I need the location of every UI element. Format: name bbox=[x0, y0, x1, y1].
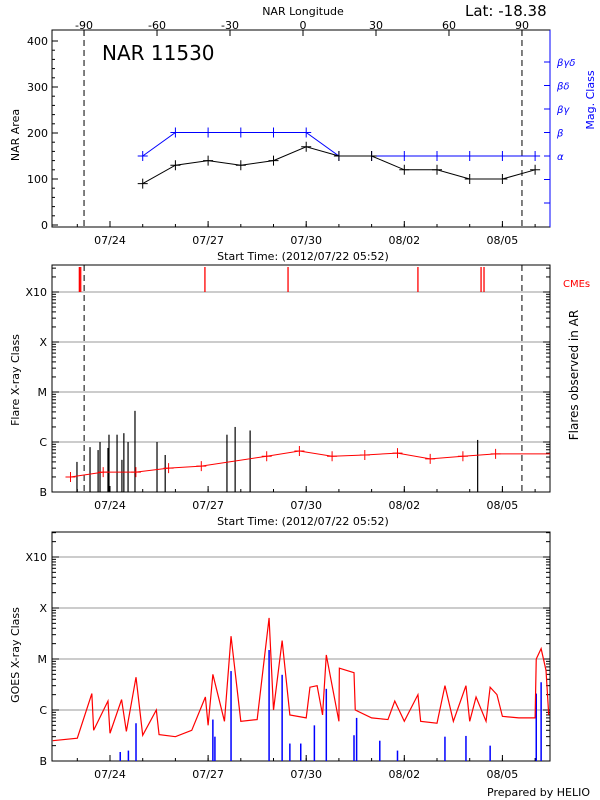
mag-class-point bbox=[497, 151, 508, 161]
flare-background-point bbox=[294, 446, 305, 457]
mag-class-point bbox=[137, 151, 148, 161]
mag-class-point bbox=[432, 151, 443, 161]
flare-background-point bbox=[65, 471, 76, 482]
x-axis-label-1: Start Time: (2012/07/22 05:52) bbox=[217, 250, 389, 263]
x-tick-label: 08/02 bbox=[388, 499, 420, 512]
top-tick-label: 60 bbox=[442, 19, 456, 32]
area-point bbox=[432, 164, 443, 175]
x-tick-label: 07/30 bbox=[290, 234, 322, 247]
top-axis-label: NAR Longitude bbox=[262, 5, 344, 18]
class-label: M bbox=[38, 386, 48, 399]
area-point bbox=[333, 151, 344, 161]
mag-class-point bbox=[301, 127, 312, 138]
class-label: X bbox=[39, 336, 47, 349]
x-tick-label: 08/05 bbox=[487, 499, 519, 512]
mag-class-point bbox=[235, 127, 246, 138]
chart-marks: 07/24 07/27 07/30 08/02 08/05 07/24 07/27 07/30… bbox=[25, 19, 575, 781]
mag-class-point bbox=[530, 151, 541, 161]
class-label: B bbox=[39, 755, 47, 768]
class-label: M bbox=[38, 653, 48, 666]
top-tick-label: -60 bbox=[148, 19, 166, 32]
panel-title: NAR 11530 bbox=[102, 41, 215, 65]
x-tick-label: 07/24 bbox=[94, 768, 126, 781]
mag-class-point bbox=[203, 127, 214, 138]
mag-class-label: βγδ bbox=[556, 58, 575, 69]
flare-background-point bbox=[359, 449, 370, 460]
area-point bbox=[464, 174, 475, 184]
x-tick-label: 07/27 bbox=[192, 768, 224, 781]
flare-background-point bbox=[392, 448, 403, 459]
mag-class-point bbox=[399, 151, 410, 161]
class-label: X10 bbox=[25, 551, 47, 564]
goes-long-line bbox=[52, 617, 550, 742]
latitude-label: Lat: -18.38 bbox=[465, 2, 547, 20]
x-tick-label: 07/24 bbox=[94, 499, 126, 512]
y-tick-label: 300 bbox=[27, 81, 48, 94]
x-tick-label: 08/02 bbox=[388, 768, 420, 781]
y-axis-label-flare-class: Flare X-ray Class bbox=[9, 334, 22, 426]
x-axis-label-2: Start Time: (2012/07/22 05:52) bbox=[217, 515, 389, 528]
area-point bbox=[170, 160, 181, 171]
area-point bbox=[399, 164, 410, 175]
area-point bbox=[235, 160, 246, 171]
class-label: C bbox=[39, 704, 47, 717]
area-point bbox=[137, 178, 148, 189]
x-tick-label: 07/24 bbox=[94, 234, 126, 247]
top-tick-label: 30 bbox=[369, 19, 383, 32]
footer-credit: Prepared by HELIO bbox=[487, 786, 590, 799]
class-label: B bbox=[39, 486, 47, 499]
flare-background-point bbox=[327, 451, 338, 462]
flare-background-point bbox=[196, 461, 207, 472]
class-label: C bbox=[39, 436, 47, 449]
mag-class-label: βδ bbox=[556, 82, 570, 93]
class-label: X bbox=[39, 602, 47, 615]
flare-background-point bbox=[163, 463, 174, 474]
y-tick-label: 200 bbox=[27, 127, 48, 140]
flare-background-line bbox=[70, 450, 551, 478]
y-tick-label: 400 bbox=[27, 35, 48, 48]
x-tick-label: 07/30 bbox=[290, 499, 322, 512]
flare-background-point bbox=[261, 451, 272, 462]
class-label: X10 bbox=[25, 286, 47, 299]
y-axis-label-mag-class: Mag. Class bbox=[584, 70, 597, 129]
mag-class-point bbox=[464, 151, 475, 161]
flare-background-point bbox=[457, 451, 468, 462]
mag-class-point bbox=[268, 127, 279, 138]
area-point bbox=[203, 155, 214, 166]
top-tick-label: -90 bbox=[75, 19, 93, 32]
y-axis-label-flares-observed: Flares observed in AR bbox=[567, 310, 581, 440]
area-point bbox=[268, 155, 279, 166]
flare-background-point bbox=[130, 467, 141, 478]
plot-frame-2 bbox=[51, 264, 551, 493]
y-tick-label: 0 bbox=[41, 219, 48, 232]
mag-class-label: β bbox=[556, 129, 564, 140]
x-tick-label: 07/27 bbox=[192, 234, 224, 247]
area-point bbox=[301, 141, 312, 152]
area-point bbox=[366, 151, 377, 161]
area-point bbox=[530, 164, 541, 175]
flare-background-point bbox=[98, 467, 109, 478]
cme-label: CMEs bbox=[563, 279, 590, 290]
flare-background-point bbox=[425, 453, 436, 464]
top-tick-label: -30 bbox=[221, 19, 239, 32]
x-tick-label: 07/30 bbox=[290, 768, 322, 781]
top-tick-label: 90 bbox=[515, 19, 529, 32]
y-axis-label-area: NAR Area bbox=[9, 109, 22, 161]
y-axis-label-goes-class: GOES X-ray Class bbox=[9, 607, 22, 703]
flare-background-point bbox=[490, 448, 501, 459]
top-tick-label: 0 bbox=[300, 19, 307, 32]
mag-class-point bbox=[170, 127, 181, 138]
x-tick-label: 08/05 bbox=[487, 768, 519, 781]
mag-class-label: α bbox=[557, 152, 564, 163]
x-tick-label: 07/27 bbox=[192, 499, 224, 512]
y-tick-label: 100 bbox=[27, 173, 48, 186]
x-tick-label: 08/05 bbox=[487, 234, 519, 247]
x-tick-label: 08/02 bbox=[388, 234, 420, 247]
area-point bbox=[497, 174, 508, 184]
mag-class-label: βγ bbox=[556, 105, 570, 116]
